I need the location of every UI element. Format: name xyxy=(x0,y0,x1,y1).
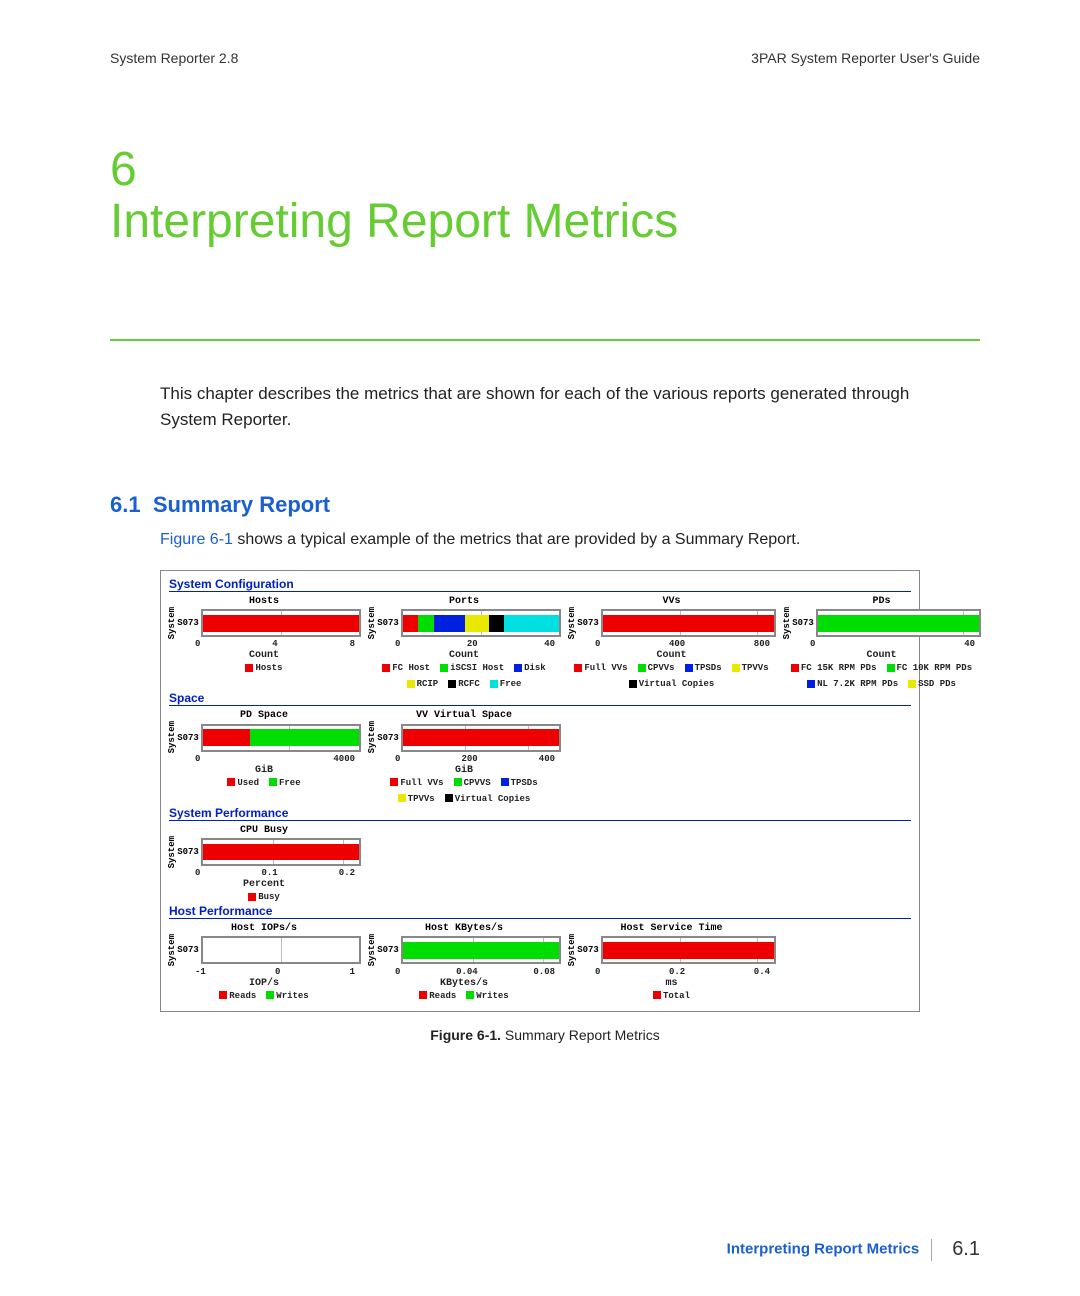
group-title: System Configuration xyxy=(169,577,911,591)
section-text: Figure 6-1 shows a typical example of th… xyxy=(160,528,980,552)
page-footer: Interpreting Report Metrics6.1 xyxy=(727,1238,980,1261)
chapter-title: Interpreting Report Metrics xyxy=(110,194,980,249)
chart-panel: PD SpaceSystemS07304000GiBUsedFree xyxy=(169,710,359,803)
panel-title: Ports xyxy=(449,596,479,607)
panel-title: Host Service Time xyxy=(620,923,722,934)
panel-title: Host KBytes/s xyxy=(425,923,503,934)
chapter-number: 6 xyxy=(110,146,980,194)
section-title: 6.1 Summary Report xyxy=(110,492,980,518)
divider xyxy=(110,339,980,341)
figure-box: System Configuration HostsSystemS073048Co… xyxy=(160,570,920,1012)
chart-panel: Host Service TimeSystemS07300.20.4msTota… xyxy=(569,923,774,1000)
panel-title: PD Space xyxy=(240,710,288,721)
panel-title: VVs xyxy=(662,596,680,607)
figure-reference: Figure 6-1 xyxy=(160,531,233,548)
chart-panel: PortsSystemS07302040CountFC HostiSCSI Ho… xyxy=(369,596,559,689)
chart-panel: CPU BusySystemS07300.10.2PercentBusy xyxy=(169,825,359,902)
header-left: System Reporter 2.8 xyxy=(110,50,238,66)
group-title: System Performance xyxy=(169,806,911,820)
chart-panel: VVsSystemS0730400800CountFull VVsCPVVsTP… xyxy=(569,596,774,689)
figure-caption: Figure 6-1. Summary Report Metrics xyxy=(110,1027,980,1043)
chart-panel: PDsSystemS073040CountFC 15K RPM PDsFC 10… xyxy=(784,596,979,689)
panel-title: PDs xyxy=(872,596,890,607)
chart-panel: HostsSystemS073048CountHosts xyxy=(169,596,359,689)
header-right: 3PAR System Reporter User's Guide xyxy=(751,50,980,66)
group-title: Host Performance xyxy=(169,904,911,918)
chart-panel: Host KBytes/sSystemS07300.040.08KBytes/s… xyxy=(369,923,559,1000)
panel-title: Host IOPs/s xyxy=(231,923,297,934)
chart-panel: Host IOPs/sSystemS073-101IOP/sReadsWrite… xyxy=(169,923,359,1000)
intro-text: This chapter describes the metrics that … xyxy=(160,381,920,432)
chart-panel: VV Virtual SpaceSystemS0730200400GiBFull… xyxy=(369,710,559,803)
group-title: Space xyxy=(169,691,911,705)
panel-title: Hosts xyxy=(249,596,279,607)
panel-title: VV Virtual Space xyxy=(416,710,512,721)
panel-title: CPU Busy xyxy=(240,825,288,836)
